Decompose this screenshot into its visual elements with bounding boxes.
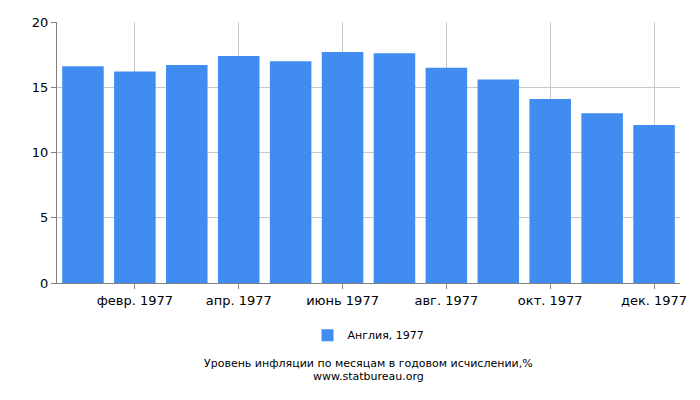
svg-text:Англия, 1977: Англия, 1977 xyxy=(348,329,424,342)
svg-text:дек. 1977: дек. 1977 xyxy=(621,293,687,308)
svg-text:15: 15 xyxy=(32,80,49,95)
svg-text:5: 5 xyxy=(40,210,48,225)
svg-text:www.statbureau.org: www.statbureau.org xyxy=(313,370,424,383)
svg-text:авг. 1977: авг. 1977 xyxy=(414,293,478,308)
svg-text:20: 20 xyxy=(32,15,49,30)
svg-text:окт. 1977: окт. 1977 xyxy=(518,293,583,308)
svg-text:Уровень инфляции по месяцам в: Уровень инфляции по месяцам в годовом ис… xyxy=(204,357,533,370)
svg-text:0: 0 xyxy=(40,276,48,291)
svg-text:10: 10 xyxy=(32,145,49,160)
svg-text:февр. 1977: февр. 1977 xyxy=(97,293,173,308)
svg-text:апр. 1977: апр. 1977 xyxy=(206,293,272,308)
svg-text:июнь 1977: июнь 1977 xyxy=(306,293,379,308)
